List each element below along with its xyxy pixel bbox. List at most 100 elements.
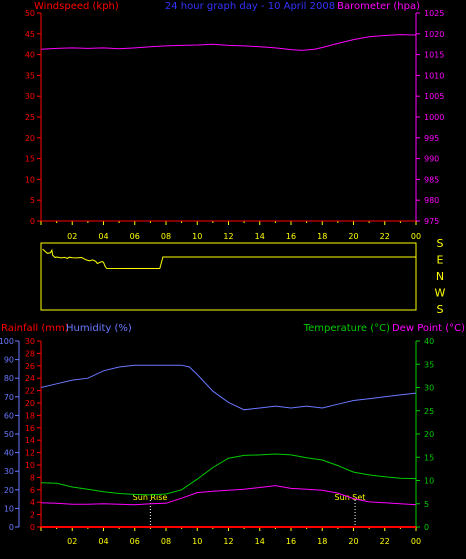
humidity-tick-label: 100	[0, 337, 14, 346]
barometer-tick-label: 995	[424, 134, 439, 143]
lower-x-tick-label: 22	[380, 537, 390, 546]
rainfall-axis-label: Rainfall (mm)	[1, 323, 69, 334]
rainfall-tick-label: 14	[25, 436, 35, 445]
windspeed-tick-label: 30	[25, 92, 35, 101]
barometer-tick-label: 1015	[424, 51, 444, 60]
temperature-line	[40, 453, 417, 496]
windspeed-tick-label: 40	[25, 51, 35, 60]
direction-label: W	[435, 287, 446, 300]
rainfall-tick-label: 28	[25, 349, 35, 358]
humidity-axis-label: Humidity (%)	[66, 323, 132, 334]
barometer-tick-label: 980	[424, 196, 439, 205]
humidity-tick-label: 0	[9, 523, 14, 532]
humidity-tick-label: 40	[4, 449, 14, 458]
lower-x-tick-label: 06	[130, 537, 140, 546]
upper-x-tick-label: 18	[317, 232, 327, 241]
barometer-tick-label: 1020	[424, 30, 444, 39]
humidity-tick-label: 10	[4, 504, 14, 513]
rainfall-tick-label: 2	[30, 511, 35, 520]
chart-title: 24 hour graph day - 10 April 2008	[165, 1, 335, 12]
upper-x-tick-label: 04	[98, 232, 108, 241]
lower-x-tick-label: 10	[192, 537, 202, 546]
windspeed-tick-label: 5	[30, 196, 35, 205]
rainfall-tick-label: 26	[25, 362, 35, 371]
humidity-tick-label: 50	[4, 430, 14, 439]
temperature-tick-label: 5	[424, 500, 429, 509]
rainfall-tick-label: 0	[30, 523, 35, 532]
rainfall-tick-label: 16	[25, 424, 35, 433]
rainfall-tick-label: 6	[30, 486, 35, 495]
wind-direction-line	[42, 248, 416, 270]
windspeed-tick-label: 15	[25, 155, 35, 164]
barometer-axis-label: Barometer (hpa)	[337, 1, 420, 12]
rainfall-tick-label: 18	[25, 411, 35, 420]
rainfall-tick-label: 24	[25, 374, 35, 383]
barometer-tick-label: 985	[424, 175, 439, 184]
temperature-tick-label: 15	[424, 453, 434, 462]
direction-frame	[40, 242, 417, 311]
barometer-tick-label: 1010	[424, 71, 444, 80]
direction-label: S	[437, 237, 444, 250]
upper-x-tick-label: 22	[380, 232, 390, 241]
humidity-tick-label: 70	[4, 393, 14, 402]
lower-x-tick-label: 16	[286, 537, 296, 546]
rainfall-tick-label: 20	[25, 399, 35, 408]
barometer-tick-label: 975	[424, 217, 439, 226]
windspeed-tick-label: 35	[25, 71, 35, 80]
upper-x-tick-label: 10	[192, 232, 202, 241]
humidity-tick-label: 20	[4, 486, 14, 495]
lower-x-tick-label: 02	[67, 537, 77, 546]
humidity-line	[40, 364, 417, 411]
rainfall-tick-label: 12	[25, 449, 35, 458]
upper-x-tick-label: 20	[348, 232, 358, 241]
temperature-tick-label: 30	[424, 384, 434, 393]
rainfall-tick-label: 30	[25, 337, 35, 346]
lower-x-tick-label: 14	[255, 537, 265, 546]
upper-x-tick-label: 00	[411, 232, 421, 241]
rainfall-tick-label: 10	[25, 461, 35, 470]
lower-x-tick-label: 18	[317, 537, 327, 546]
upper-x-tick-label: 16	[286, 232, 296, 241]
windspeed-tick-label: 0	[30, 217, 35, 226]
lower-x-tick-label: 04	[98, 537, 108, 546]
temperature-tick-label: 40	[424, 337, 434, 346]
windspeed-tick-label: 45	[25, 30, 35, 39]
direction-label: N	[436, 270, 444, 283]
windspeed-tick-label: 10	[25, 175, 35, 184]
upper-x-tick-label: 02	[67, 232, 77, 241]
barometer-tick-label: 1000	[424, 113, 444, 122]
windspeed-tick-label: 50	[25, 9, 35, 18]
rainfall-tick-label: 8	[30, 473, 35, 482]
dewpoint-axis-label: Dew Point (°C)	[392, 323, 465, 334]
lower-x-tick-label: 08	[161, 537, 171, 546]
temperature-tick-label: 10	[424, 477, 434, 486]
barometer-tick-label: 1025	[424, 9, 444, 18]
lower-x-tick-label: 12	[223, 537, 233, 546]
lower-x-tick-label: 00	[411, 537, 421, 546]
temperature-axis-label: Temperature (°C)	[303, 323, 390, 334]
humidity-tick-label: 90	[4, 356, 14, 365]
direction-label: E	[437, 254, 444, 267]
rainfall-tick-label: 4	[30, 498, 35, 507]
upper-x-tick-label: 08	[161, 232, 171, 241]
windspeed-axis-label: Windspeed (kph)	[34, 1, 119, 12]
sun-rise-label: Sun Rise	[133, 493, 168, 502]
humidity-tick-label: 80	[4, 374, 14, 383]
dewpoint-line	[40, 485, 417, 506]
windspeed-tick-label: 25	[25, 113, 35, 122]
barometer-tick-label: 990	[424, 155, 439, 164]
windspeed-tick-label: 20	[25, 134, 35, 143]
barometer-tick-label: 1005	[424, 92, 444, 101]
direction-label: S	[437, 303, 444, 316]
humidity-tick-label: 60	[4, 411, 14, 420]
temperature-tick-label: 35	[424, 360, 434, 369]
temperature-tick-label: 0	[424, 523, 429, 532]
temperature-tick-label: 25	[424, 407, 434, 416]
temperature-tick-label: 20	[424, 430, 434, 439]
upper-x-tick-label: 14	[255, 232, 265, 241]
humidity-tick-label: 30	[4, 467, 14, 476]
upper-x-tick-label: 06	[130, 232, 140, 241]
